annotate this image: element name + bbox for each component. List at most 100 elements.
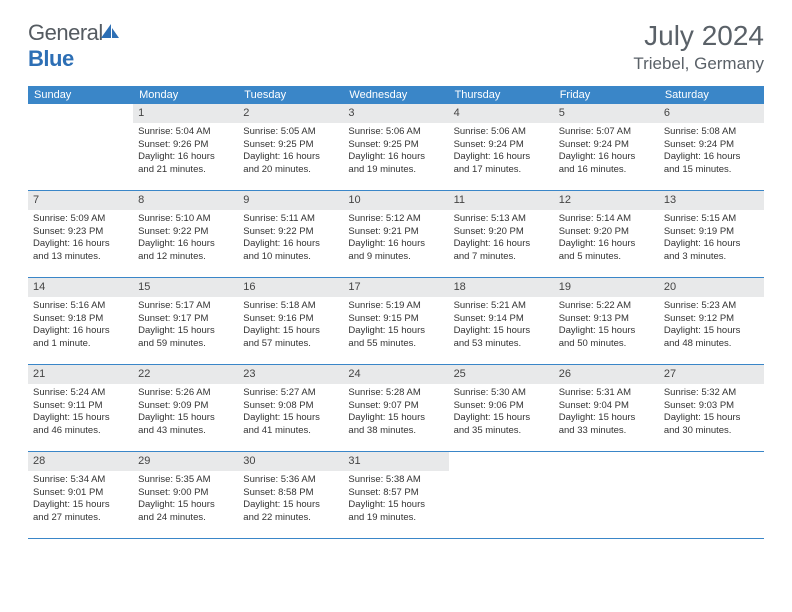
calendar-day: 15Sunrise: 5:17 AMSunset: 9:17 PMDayligh… xyxy=(133,278,238,364)
day-line: and 13 minutes. xyxy=(33,251,128,264)
day-line: Daylight: 16 hours xyxy=(559,151,654,164)
day-line: and 19 minutes. xyxy=(348,512,443,525)
day-line: Sunset: 9:20 PM xyxy=(454,226,549,239)
day-number: 23 xyxy=(238,365,343,384)
day-line: Daylight: 15 hours xyxy=(33,412,128,425)
calendar-day: 16Sunrise: 5:18 AMSunset: 9:16 PMDayligh… xyxy=(238,278,343,364)
day-number: 26 xyxy=(554,365,659,384)
day-content: Sunrise: 5:18 AMSunset: 9:16 PMDaylight:… xyxy=(238,297,343,357)
calendar-day: 5Sunrise: 5:07 AMSunset: 9:24 PMDaylight… xyxy=(554,104,659,190)
day-line: Sunset: 9:09 PM xyxy=(138,400,233,413)
day-line: and 15 minutes. xyxy=(664,164,759,177)
day-line: Sunrise: 5:10 AM xyxy=(138,213,233,226)
day-line: Daylight: 16 hours xyxy=(559,238,654,251)
day-line: Daylight: 15 hours xyxy=(664,412,759,425)
day-line: and 7 minutes. xyxy=(454,251,549,264)
day-number: 1 xyxy=(133,104,238,123)
day-number: 21 xyxy=(28,365,133,384)
day-number: 29 xyxy=(133,452,238,471)
day-line: Daylight: 15 hours xyxy=(243,499,338,512)
day-line: Sunrise: 5:19 AM xyxy=(348,300,443,313)
day-number: 17 xyxy=(343,278,448,297)
day-line: Daylight: 16 hours xyxy=(348,151,443,164)
day-line: Sunrise: 5:07 AM xyxy=(559,126,654,139)
calendar-day: 14Sunrise: 5:16 AMSunset: 9:18 PMDayligh… xyxy=(28,278,133,364)
weekday-header-row: Sunday Monday Tuesday Wednesday Thursday… xyxy=(28,86,764,104)
day-line: Daylight: 15 hours xyxy=(243,412,338,425)
day-number xyxy=(554,452,659,471)
brand-word2: Blue xyxy=(28,46,74,71)
day-line: Sunrise: 5:04 AM xyxy=(138,126,233,139)
calendar-week: 1Sunrise: 5:04 AMSunset: 9:26 PMDaylight… xyxy=(28,104,764,191)
day-line: and 48 minutes. xyxy=(664,338,759,351)
day-content: Sunrise: 5:07 AMSunset: 9:24 PMDaylight:… xyxy=(554,123,659,183)
day-line: Daylight: 16 hours xyxy=(33,325,128,338)
day-number xyxy=(659,452,764,471)
calendar-day xyxy=(659,452,764,538)
day-line: Sunrise: 5:30 AM xyxy=(454,387,549,400)
day-number: 14 xyxy=(28,278,133,297)
day-line: Sunset: 9:04 PM xyxy=(559,400,654,413)
day-line: Sunset: 9:18 PM xyxy=(33,313,128,326)
day-number: 10 xyxy=(343,191,448,210)
day-content: Sunrise: 5:28 AMSunset: 9:07 PMDaylight:… xyxy=(343,384,448,444)
day-content: Sunrise: 5:12 AMSunset: 9:21 PMDaylight:… xyxy=(343,210,448,270)
calendar-day: 30Sunrise: 5:36 AMSunset: 8:58 PMDayligh… xyxy=(238,452,343,538)
calendar-week: 7Sunrise: 5:09 AMSunset: 9:23 PMDaylight… xyxy=(28,191,764,278)
weekday-header: Tuesday xyxy=(238,86,343,104)
calendar-day: 29Sunrise: 5:35 AMSunset: 9:00 PMDayligh… xyxy=(133,452,238,538)
day-content: Sunrise: 5:05 AMSunset: 9:25 PMDaylight:… xyxy=(238,123,343,183)
day-line: Sunset: 9:25 PM xyxy=(348,139,443,152)
day-number: 20 xyxy=(659,278,764,297)
day-line: and 27 minutes. xyxy=(33,512,128,525)
day-line: Daylight: 15 hours xyxy=(559,412,654,425)
day-line: and 9 minutes. xyxy=(348,251,443,264)
day-content: Sunrise: 5:22 AMSunset: 9:13 PMDaylight:… xyxy=(554,297,659,357)
day-line: Sunrise: 5:06 AM xyxy=(454,126,549,139)
day-line: Sunrise: 5:36 AM xyxy=(243,474,338,487)
calendar-day: 6Sunrise: 5:08 AMSunset: 9:24 PMDaylight… xyxy=(659,104,764,190)
day-line: Daylight: 15 hours xyxy=(243,325,338,338)
day-content: Sunrise: 5:35 AMSunset: 9:00 PMDaylight:… xyxy=(133,471,238,531)
day-line: and 12 minutes. xyxy=(138,251,233,264)
day-line: and 24 minutes. xyxy=(138,512,233,525)
day-line: and 19 minutes. xyxy=(348,164,443,177)
day-line: Daylight: 15 hours xyxy=(348,325,443,338)
day-line: and 33 minutes. xyxy=(559,425,654,438)
calendar-day: 1Sunrise: 5:04 AMSunset: 9:26 PMDaylight… xyxy=(133,104,238,190)
day-line: Sunrise: 5:38 AM xyxy=(348,474,443,487)
calendar-day: 28Sunrise: 5:34 AMSunset: 9:01 PMDayligh… xyxy=(28,452,133,538)
day-line: Sunset: 9:06 PM xyxy=(454,400,549,413)
day-line: Sunrise: 5:24 AM xyxy=(33,387,128,400)
day-line: Sunset: 9:25 PM xyxy=(243,139,338,152)
day-content: Sunrise: 5:06 AMSunset: 9:24 PMDaylight:… xyxy=(449,123,554,183)
weekday-header: Wednesday xyxy=(343,86,448,104)
day-content xyxy=(449,471,554,480)
calendar-week: 28Sunrise: 5:34 AMSunset: 9:01 PMDayligh… xyxy=(28,452,764,539)
day-content: Sunrise: 5:23 AMSunset: 9:12 PMDaylight:… xyxy=(659,297,764,357)
day-line: and 30 minutes. xyxy=(664,425,759,438)
day-line: Sunrise: 5:17 AM xyxy=(138,300,233,313)
day-number: 6 xyxy=(659,104,764,123)
day-line: Daylight: 15 hours xyxy=(33,499,128,512)
day-line: and 46 minutes. xyxy=(33,425,128,438)
calendar-day: 13Sunrise: 5:15 AMSunset: 9:19 PMDayligh… xyxy=(659,191,764,277)
sail-icon xyxy=(99,22,121,40)
day-number: 9 xyxy=(238,191,343,210)
day-line: Sunrise: 5:12 AM xyxy=(348,213,443,226)
day-line: and 35 minutes. xyxy=(454,425,549,438)
calendar-day: 31Sunrise: 5:38 AMSunset: 8:57 PMDayligh… xyxy=(343,452,448,538)
day-line: Sunrise: 5:08 AM xyxy=(664,126,759,139)
day-line: and 59 minutes. xyxy=(138,338,233,351)
day-number xyxy=(449,452,554,471)
day-line: and 53 minutes. xyxy=(454,338,549,351)
weekday-header: Sunday xyxy=(28,86,133,104)
title-block: July 2024 Triebel, Germany xyxy=(633,20,764,74)
day-line: Sunset: 9:20 PM xyxy=(559,226,654,239)
calendar-day xyxy=(554,452,659,538)
calendar-day: 3Sunrise: 5:06 AMSunset: 9:25 PMDaylight… xyxy=(343,104,448,190)
day-number: 31 xyxy=(343,452,448,471)
day-line: Sunset: 9:08 PM xyxy=(243,400,338,413)
calendar-day: 4Sunrise: 5:06 AMSunset: 9:24 PMDaylight… xyxy=(449,104,554,190)
day-line: Sunrise: 5:22 AM xyxy=(559,300,654,313)
